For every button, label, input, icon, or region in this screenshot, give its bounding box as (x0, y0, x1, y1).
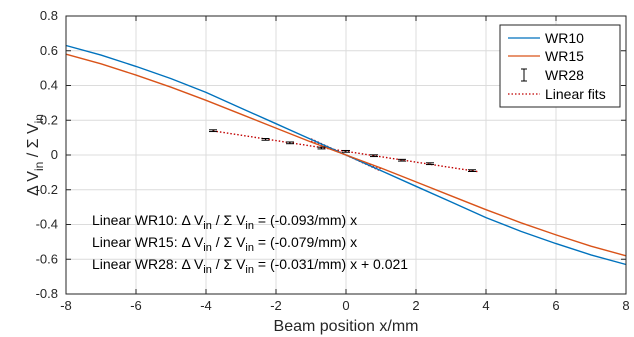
errorbar-point (286, 141, 294, 145)
errorbar-point (398, 158, 406, 162)
x-tick-label: 0 (342, 298, 349, 313)
y-tick-label: -0.4 (36, 217, 58, 232)
legend-label-wr10: WR10 (545, 30, 584, 46)
x-tick-label: 4 (482, 298, 489, 313)
x-tick-label: -6 (130, 298, 142, 313)
linear-fit-line (212, 130, 480, 173)
legend-label-fit: Linear fits (545, 86, 606, 102)
y-tick-label: -0.2 (36, 182, 58, 197)
x-tick-label: 2 (412, 298, 419, 313)
legend-box (499, 24, 621, 108)
x-tick-label: 6 (552, 298, 559, 313)
errorbar-point (426, 162, 434, 166)
y-tick-label: -0.8 (36, 286, 58, 301)
x-axis-label: Beam position x/mm (274, 318, 419, 335)
wr28-errorbars (209, 129, 476, 173)
annotation-wr28: Linear WR28: Δ Vin / Σ Vin = (-0.031/mm)… (92, 256, 408, 276)
errorbar-point (342, 149, 350, 153)
errorbar-point (468, 169, 476, 173)
series-lines (65, 44, 627, 266)
y-tick-labels: -0.8 -0.6 -0.4 -0.2 0 0.2 0.4 0.6 0.8 (36, 8, 58, 301)
annotation-wr10: Linear WR10: Δ Vin / Σ Vin = (-0.093/mm)… (92, 212, 357, 232)
x-tick-label: -8 (60, 298, 72, 313)
errorbar-point (209, 129, 217, 133)
y-tick-label: 0.8 (40, 8, 58, 23)
y-tick-label: 0.4 (40, 78, 58, 93)
annotation-wr15: Linear WR15: Δ Vin / Σ Vin = (-0.079/mm)… (92, 234, 357, 254)
errorbar-point (317, 146, 326, 150)
x-tick-label: -4 (200, 298, 212, 313)
legend-swatch-wr28 (521, 68, 527, 82)
x-tick-label: -2 (270, 298, 282, 313)
axis-ticks (65, 15, 627, 295)
y-axis-label: Δ Vin / Σ Vin (25, 114, 46, 196)
y-tick-label: -0.6 (36, 251, 58, 266)
x-tick-labels: -8 -6 -4 -2 0 2 4 6 8 (60, 298, 629, 313)
legend-label-wr28: WR28 (545, 67, 584, 83)
series-line-wr15 (65, 53, 627, 257)
y-tick-label: 0.2 (40, 112, 58, 127)
y-tick-label: 0 (51, 147, 58, 162)
x-tick-label: 8 (622, 298, 629, 313)
legend-label-wr15: WR15 (545, 48, 584, 64)
fit-annotations: Linear WR10: Δ Vin / Σ Vin = (-0.093/mm)… (92, 212, 408, 276)
errorbar-point (261, 137, 270, 141)
legend: WR10 WR15 WR28 Linear fits (499, 24, 621, 108)
y-tick-label: 0.6 (40, 43, 58, 58)
errorbar-point (370, 154, 378, 158)
